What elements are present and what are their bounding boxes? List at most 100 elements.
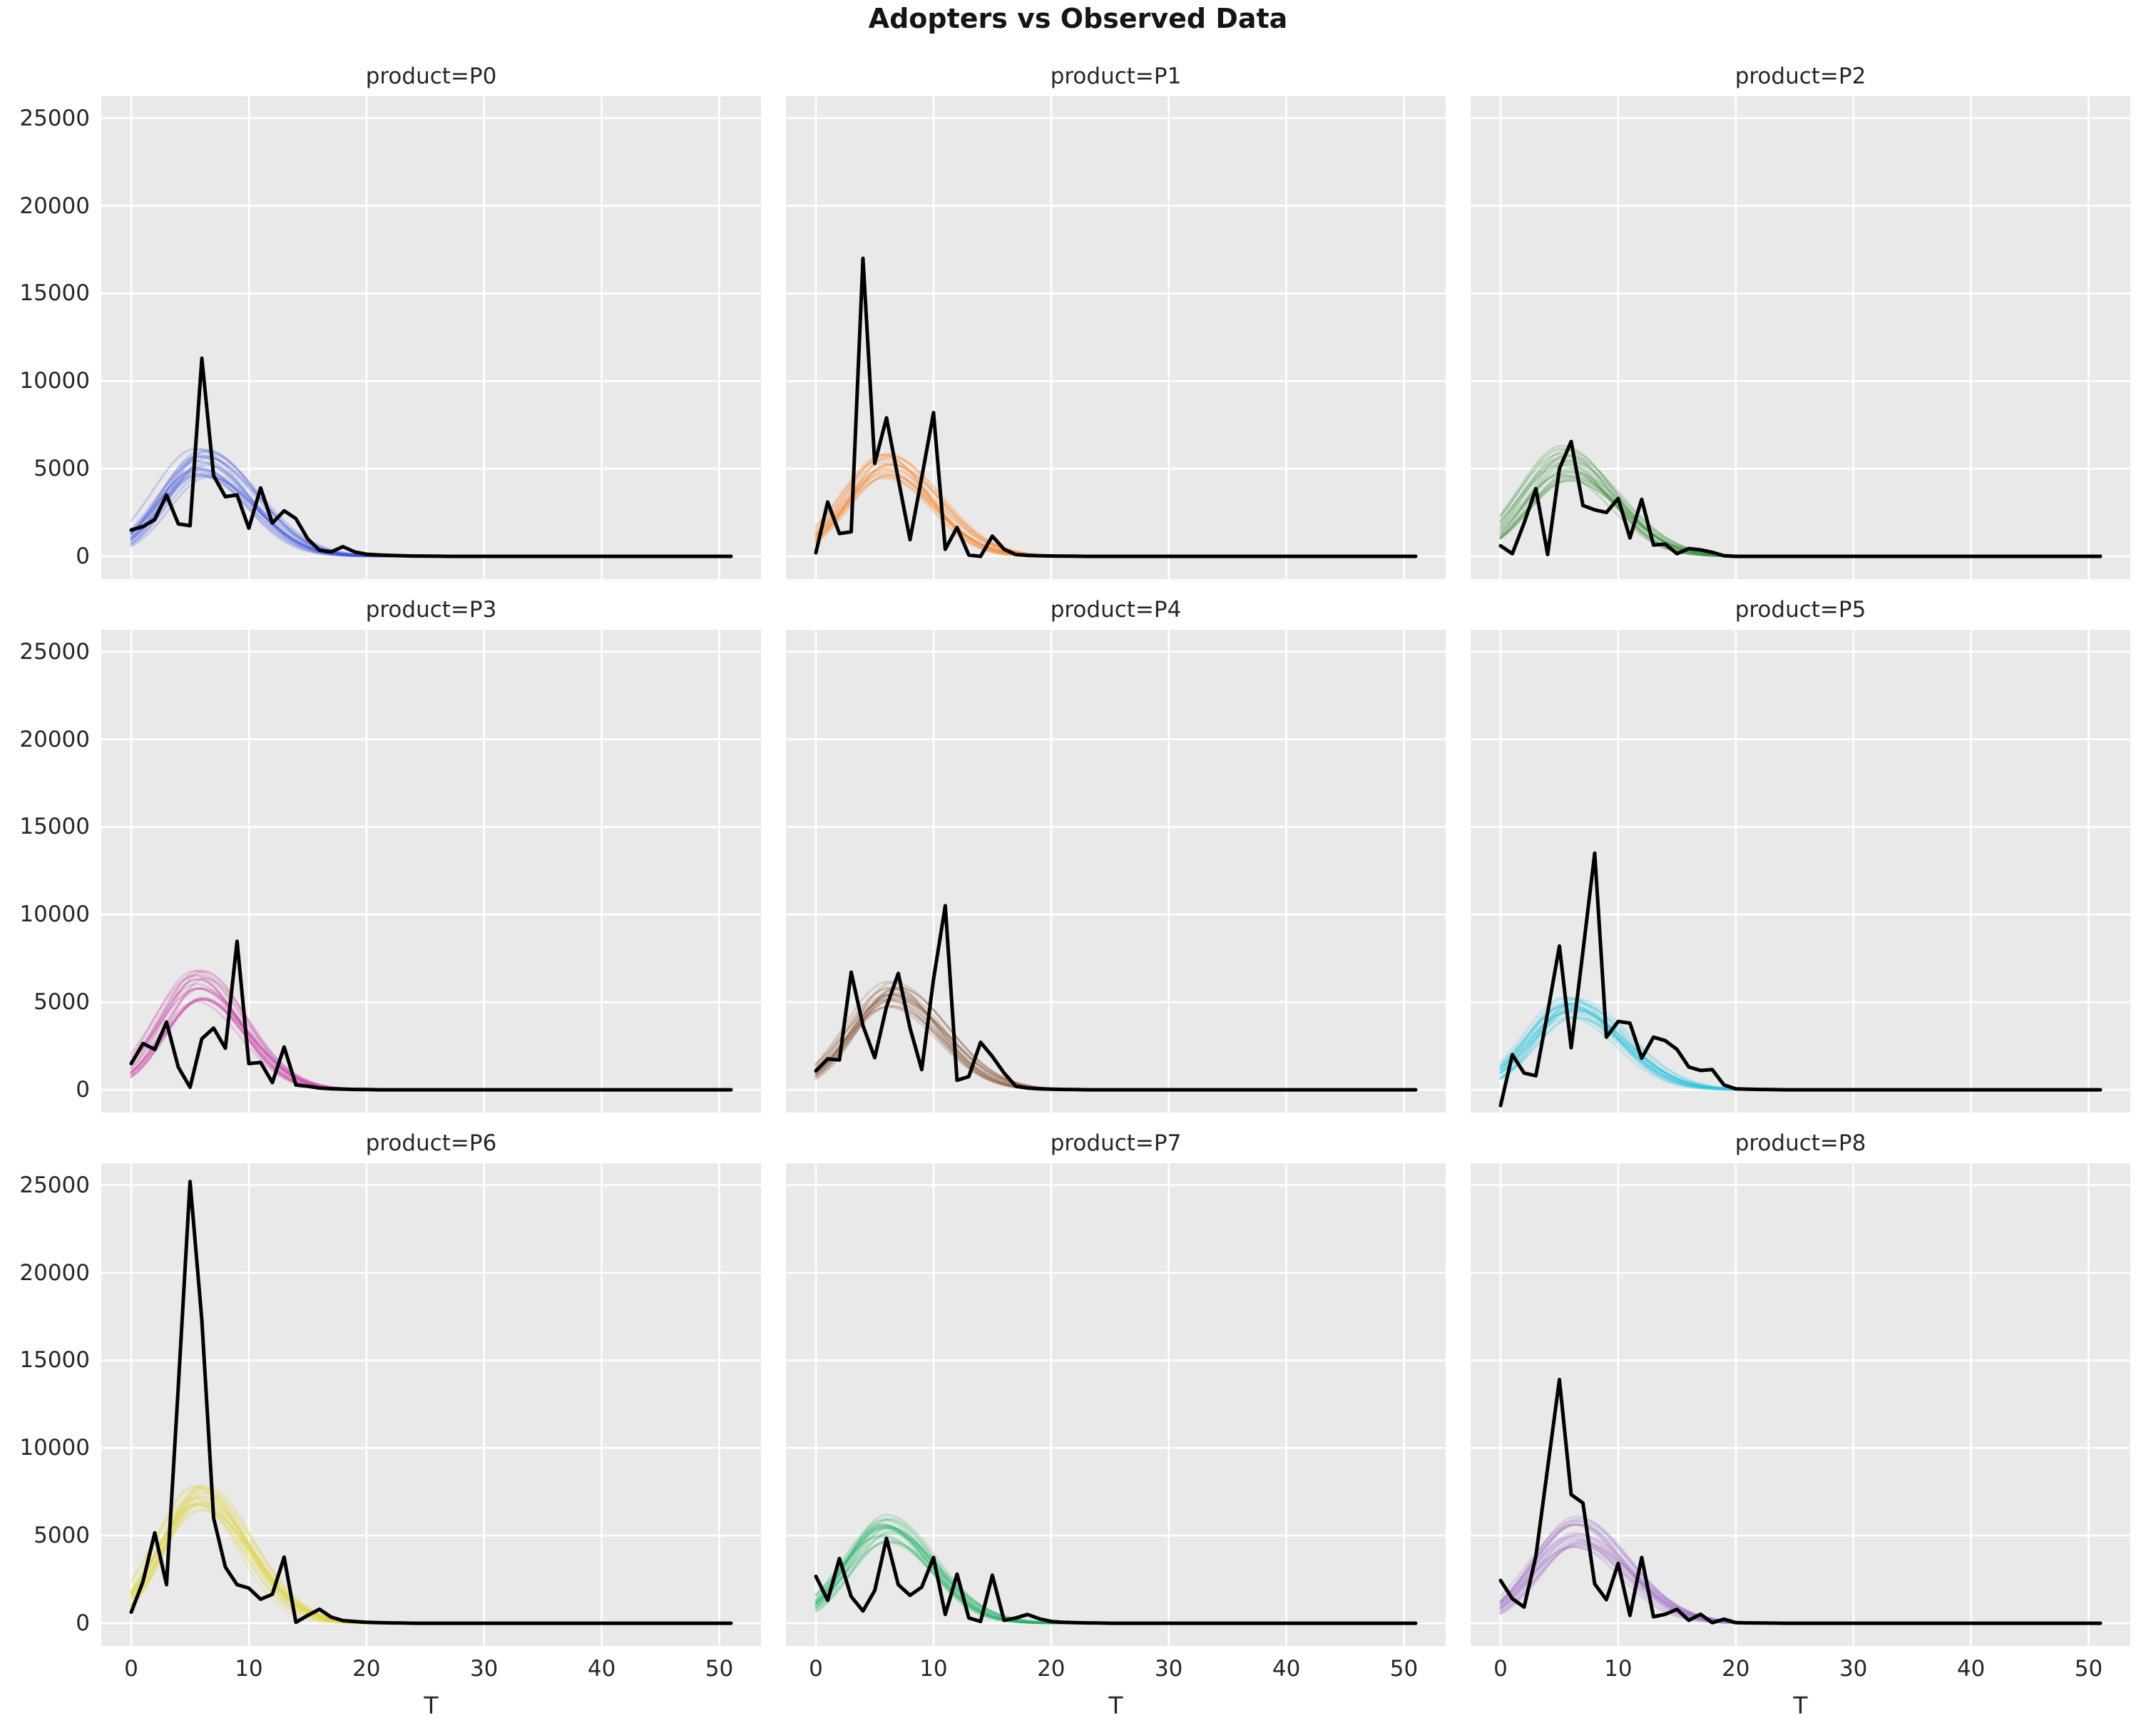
subplot-canvas-P5 [1471, 630, 2130, 1113]
posterior-draw-line [814, 1527, 1417, 1625]
x-tick-label: 30 [1839, 1656, 1868, 1682]
y-tick-label: 25000 [19, 1172, 90, 1198]
observed-line [129, 939, 733, 1092]
axes-P7 [786, 1163, 1446, 1646]
posterior-draw-line [1499, 1518, 2102, 1625]
y-tick-label: 0 [76, 1077, 90, 1103]
subplot-title-P7: product=P7 [1050, 1130, 1182, 1156]
observed-line [129, 356, 733, 558]
subplot-title-P3: product=P3 [365, 597, 497, 623]
subplot-title-P2: product=P2 [1734, 63, 1866, 89]
posterior-draw-line [814, 1006, 1417, 1091]
subplot-title-P4: product=P4 [1050, 597, 1182, 623]
subplot-title-P8: product=P8 [1734, 1130, 1866, 1156]
observed-line [1498, 1378, 2103, 1625]
x-axis-label: T [1108, 1692, 1123, 1719]
subplot-canvas-P0 [101, 96, 761, 579]
figure-title: Adopters vs Observed Data [868, 3, 1288, 34]
x-tick-label: 0 [809, 1656, 823, 1682]
posterior-draw-line [1499, 477, 2102, 558]
observed-line [814, 256, 1418, 558]
observed-line [1498, 851, 2103, 1108]
y-tick-label: 20000 [19, 726, 90, 752]
posterior-draw-line [130, 998, 732, 1091]
posterior-draw-line [814, 1526, 1417, 1625]
subplot-title-P0: product=P0 [365, 63, 497, 89]
x-tick-label: 50 [705, 1656, 734, 1682]
subplot-canvas-P1 [786, 96, 1446, 579]
posterior-draw-line [130, 1000, 732, 1091]
x-tick-label: 10 [235, 1656, 263, 1682]
x-tick-label: 50 [1389, 1656, 1419, 1682]
posterior-draw-line [1499, 479, 2102, 558]
posterior-draw-line [814, 1540, 1417, 1625]
posterior-draw-line [1499, 464, 2102, 558]
posterior-draw-line [1499, 1016, 2102, 1091]
posterior-draw-line [1499, 1009, 2102, 1091]
subplot-canvas-P3 [101, 630, 761, 1113]
y-tick-label: 10000 [19, 368, 90, 394]
y-tick-label: 15000 [19, 280, 90, 307]
posterior-draw-line [814, 1526, 1417, 1625]
axes-P4 [786, 630, 1446, 1113]
posterior-draw-line [814, 1541, 1417, 1625]
posterior-draw-line [130, 974, 732, 1091]
y-tick-label: 0 [76, 543, 90, 570]
subplot-canvas-P8 [1471, 1163, 2130, 1646]
x-tick-label: 20 [1722, 1656, 1750, 1682]
axes-P3 [101, 630, 761, 1113]
subplot-canvas-P7 [786, 1163, 1446, 1646]
posterior-draw-line [1499, 1010, 2102, 1091]
x-tick-label: 40 [587, 1656, 616, 1682]
y-tick-label: 0 [76, 1610, 90, 1637]
posterior-draw-line [1499, 471, 2102, 558]
posterior-draw-line [1499, 1515, 2102, 1625]
posterior-draw-line [130, 973, 732, 1091]
observed-line [129, 1180, 733, 1625]
x-tick-label: 20 [352, 1656, 381, 1682]
x-tick-label: 0 [124, 1656, 138, 1682]
x-tick-label: 0 [1493, 1656, 1508, 1682]
observed-line [1498, 439, 2103, 558]
subplot-canvas-P4 [786, 630, 1446, 1113]
posterior-draw-line [130, 1508, 732, 1625]
y-tick-label: 15000 [19, 814, 90, 840]
subplot-canvas-P6 [101, 1163, 761, 1646]
posterior-draw-line [1499, 1016, 2102, 1091]
x-tick-label: 10 [919, 1656, 948, 1682]
axes-P1 [786, 96, 1446, 579]
x-axis-label: T [424, 1692, 439, 1719]
posterior-draw-line [1499, 454, 2102, 558]
subplot-title-P1: product=P1 [1050, 63, 1182, 89]
axes-P2 [1471, 96, 2130, 579]
x-axis-label: T [1793, 1692, 1808, 1719]
axes-P5 [1471, 630, 2130, 1113]
posterior-draw-line [1499, 479, 2102, 558]
y-tick-label: 10000 [19, 901, 90, 928]
subplot-title-P5: product=P5 [1734, 597, 1866, 623]
x-tick-label: 40 [1272, 1656, 1301, 1682]
x-tick-label: 30 [1154, 1656, 1183, 1682]
x-tick-label: 50 [2074, 1656, 2103, 1682]
posterior-draw-line [814, 1005, 1417, 1091]
posterior-draw-line [814, 1004, 1417, 1091]
posterior-draw-line [1499, 1016, 2102, 1091]
y-tick-label: 5000 [34, 1523, 90, 1549]
posterior-draw-line [130, 447, 732, 558]
y-tick-label: 25000 [19, 105, 90, 131]
posterior-draw-line [814, 1526, 1417, 1625]
y-tick-label: 25000 [19, 638, 90, 665]
posterior-draw-line [130, 456, 732, 558]
y-tick-label: 20000 [19, 1259, 90, 1286]
y-tick-label: 15000 [19, 1347, 90, 1374]
y-tick-label: 10000 [19, 1435, 90, 1461]
y-tick-label: 5000 [34, 989, 90, 1016]
x-tick-label: 20 [1037, 1656, 1066, 1682]
y-tick-label: 5000 [34, 456, 90, 482]
posterior-draw-line [814, 1539, 1417, 1625]
observed-line [814, 904, 1418, 1092]
posterior-draw-line [814, 1525, 1417, 1625]
x-tick-label: 30 [469, 1656, 499, 1682]
posterior-draw-line [130, 1509, 732, 1625]
